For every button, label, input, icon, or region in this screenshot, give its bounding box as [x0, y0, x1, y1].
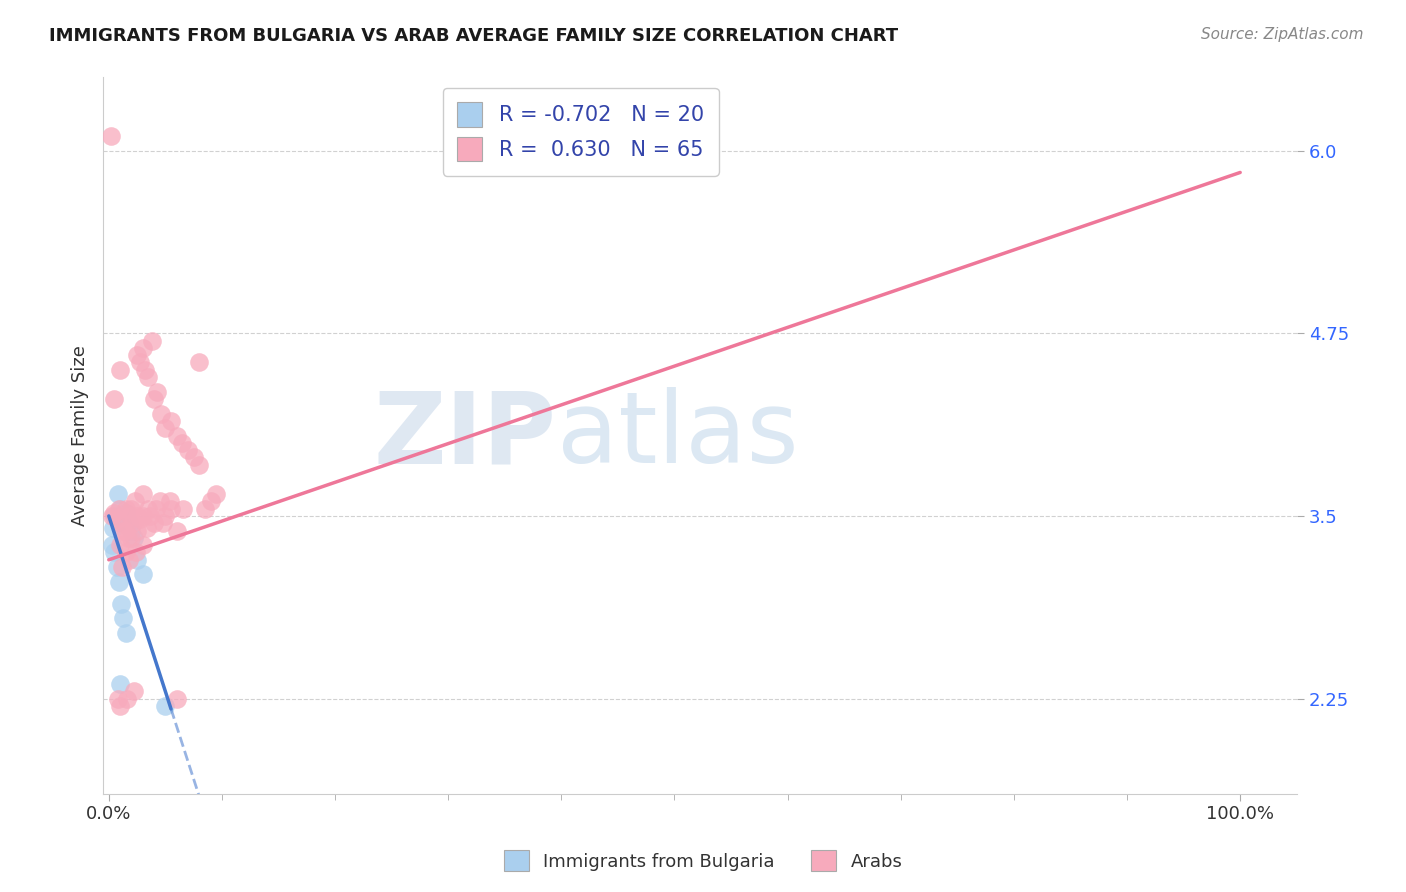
- Point: [166, 428, 188, 442]
- Point: [194, 501, 217, 516]
- Point: [138, 501, 160, 516]
- Point: [114, 506, 136, 520]
- Point: [108, 363, 131, 377]
- Point: [125, 524, 148, 538]
- Point: [103, 508, 125, 523]
- Point: [103, 521, 125, 535]
- Point: [134, 363, 156, 377]
- Point: [122, 531, 145, 545]
- Point: [160, 414, 183, 428]
- Point: [125, 508, 148, 523]
- Point: [103, 392, 125, 406]
- Point: [155, 508, 177, 523]
- Point: [125, 545, 148, 559]
- Point: [152, 516, 174, 531]
- Point: [132, 341, 155, 355]
- Point: [103, 545, 125, 559]
- Point: [166, 691, 188, 706]
- Point: [183, 450, 205, 465]
- Text: ZIP: ZIP: [374, 387, 557, 484]
- Point: [112, 611, 135, 625]
- Point: [114, 626, 136, 640]
- Point: [132, 508, 155, 523]
- Point: [125, 348, 148, 362]
- Point: [125, 553, 148, 567]
- Point: [107, 691, 129, 706]
- Text: Source: ZipAtlas.com: Source: ZipAtlas.com: [1201, 27, 1364, 42]
- Point: [124, 494, 146, 508]
- Point: [172, 435, 194, 450]
- Point: [188, 355, 211, 369]
- Point: [108, 698, 131, 713]
- Point: [138, 508, 160, 523]
- Point: [132, 487, 155, 501]
- Point: [138, 370, 160, 384]
- Point: [143, 516, 166, 531]
- Point: [101, 538, 124, 552]
- Point: [166, 524, 188, 538]
- Point: [114, 545, 136, 559]
- Point: [136, 521, 159, 535]
- Point: [120, 524, 142, 538]
- Point: [105, 560, 128, 574]
- Point: [149, 494, 172, 508]
- Point: [103, 506, 125, 520]
- Point: [172, 501, 194, 516]
- Point: [120, 531, 142, 545]
- Point: [155, 698, 177, 713]
- Point: [159, 494, 181, 508]
- Legend: Immigrants from Bulgaria, Arabs: Immigrants from Bulgaria, Arabs: [496, 843, 910, 879]
- Point: [114, 524, 136, 538]
- Point: [118, 516, 141, 531]
- Point: [177, 443, 200, 458]
- Point: [117, 531, 139, 545]
- Text: atlas: atlas: [557, 387, 799, 484]
- Point: [108, 501, 131, 516]
- Point: [100, 128, 122, 143]
- Point: [112, 524, 135, 538]
- Point: [200, 494, 222, 508]
- Point: [111, 560, 134, 574]
- Point: [110, 516, 132, 531]
- Point: [105, 512, 128, 526]
- Point: [120, 508, 142, 523]
- Point: [132, 538, 155, 552]
- Point: [108, 538, 131, 552]
- Point: [108, 677, 131, 691]
- Point: [110, 597, 132, 611]
- Point: [160, 501, 183, 516]
- Point: [141, 334, 163, 348]
- Point: [129, 355, 152, 369]
- Point: [108, 501, 131, 516]
- Point: [107, 487, 129, 501]
- Y-axis label: Average Family Size: Average Family Size: [72, 345, 89, 526]
- Text: IMMIGRANTS FROM BULGARIA VS ARAB AVERAGE FAMILY SIZE CORRELATION CHART: IMMIGRANTS FROM BULGARIA VS ARAB AVERAGE…: [49, 27, 898, 45]
- Point: [188, 458, 211, 472]
- Point: [155, 421, 177, 435]
- Point: [146, 384, 169, 399]
- Point: [132, 567, 155, 582]
- Point: [143, 392, 166, 406]
- Point: [129, 512, 152, 526]
- Point: [145, 501, 167, 516]
- Point: [101, 508, 124, 523]
- Point: [115, 691, 138, 706]
- Point: [108, 574, 131, 589]
- Point: [149, 407, 172, 421]
- Point: [111, 512, 134, 526]
- Legend: R = -0.702   N = 20, R =  0.630   N = 65: R = -0.702 N = 20, R = 0.630 N = 65: [443, 87, 718, 176]
- Point: [121, 516, 143, 531]
- Point: [118, 553, 141, 567]
- Point: [205, 487, 228, 501]
- Point: [122, 684, 145, 698]
- Point: [114, 501, 136, 516]
- Point: [120, 501, 142, 516]
